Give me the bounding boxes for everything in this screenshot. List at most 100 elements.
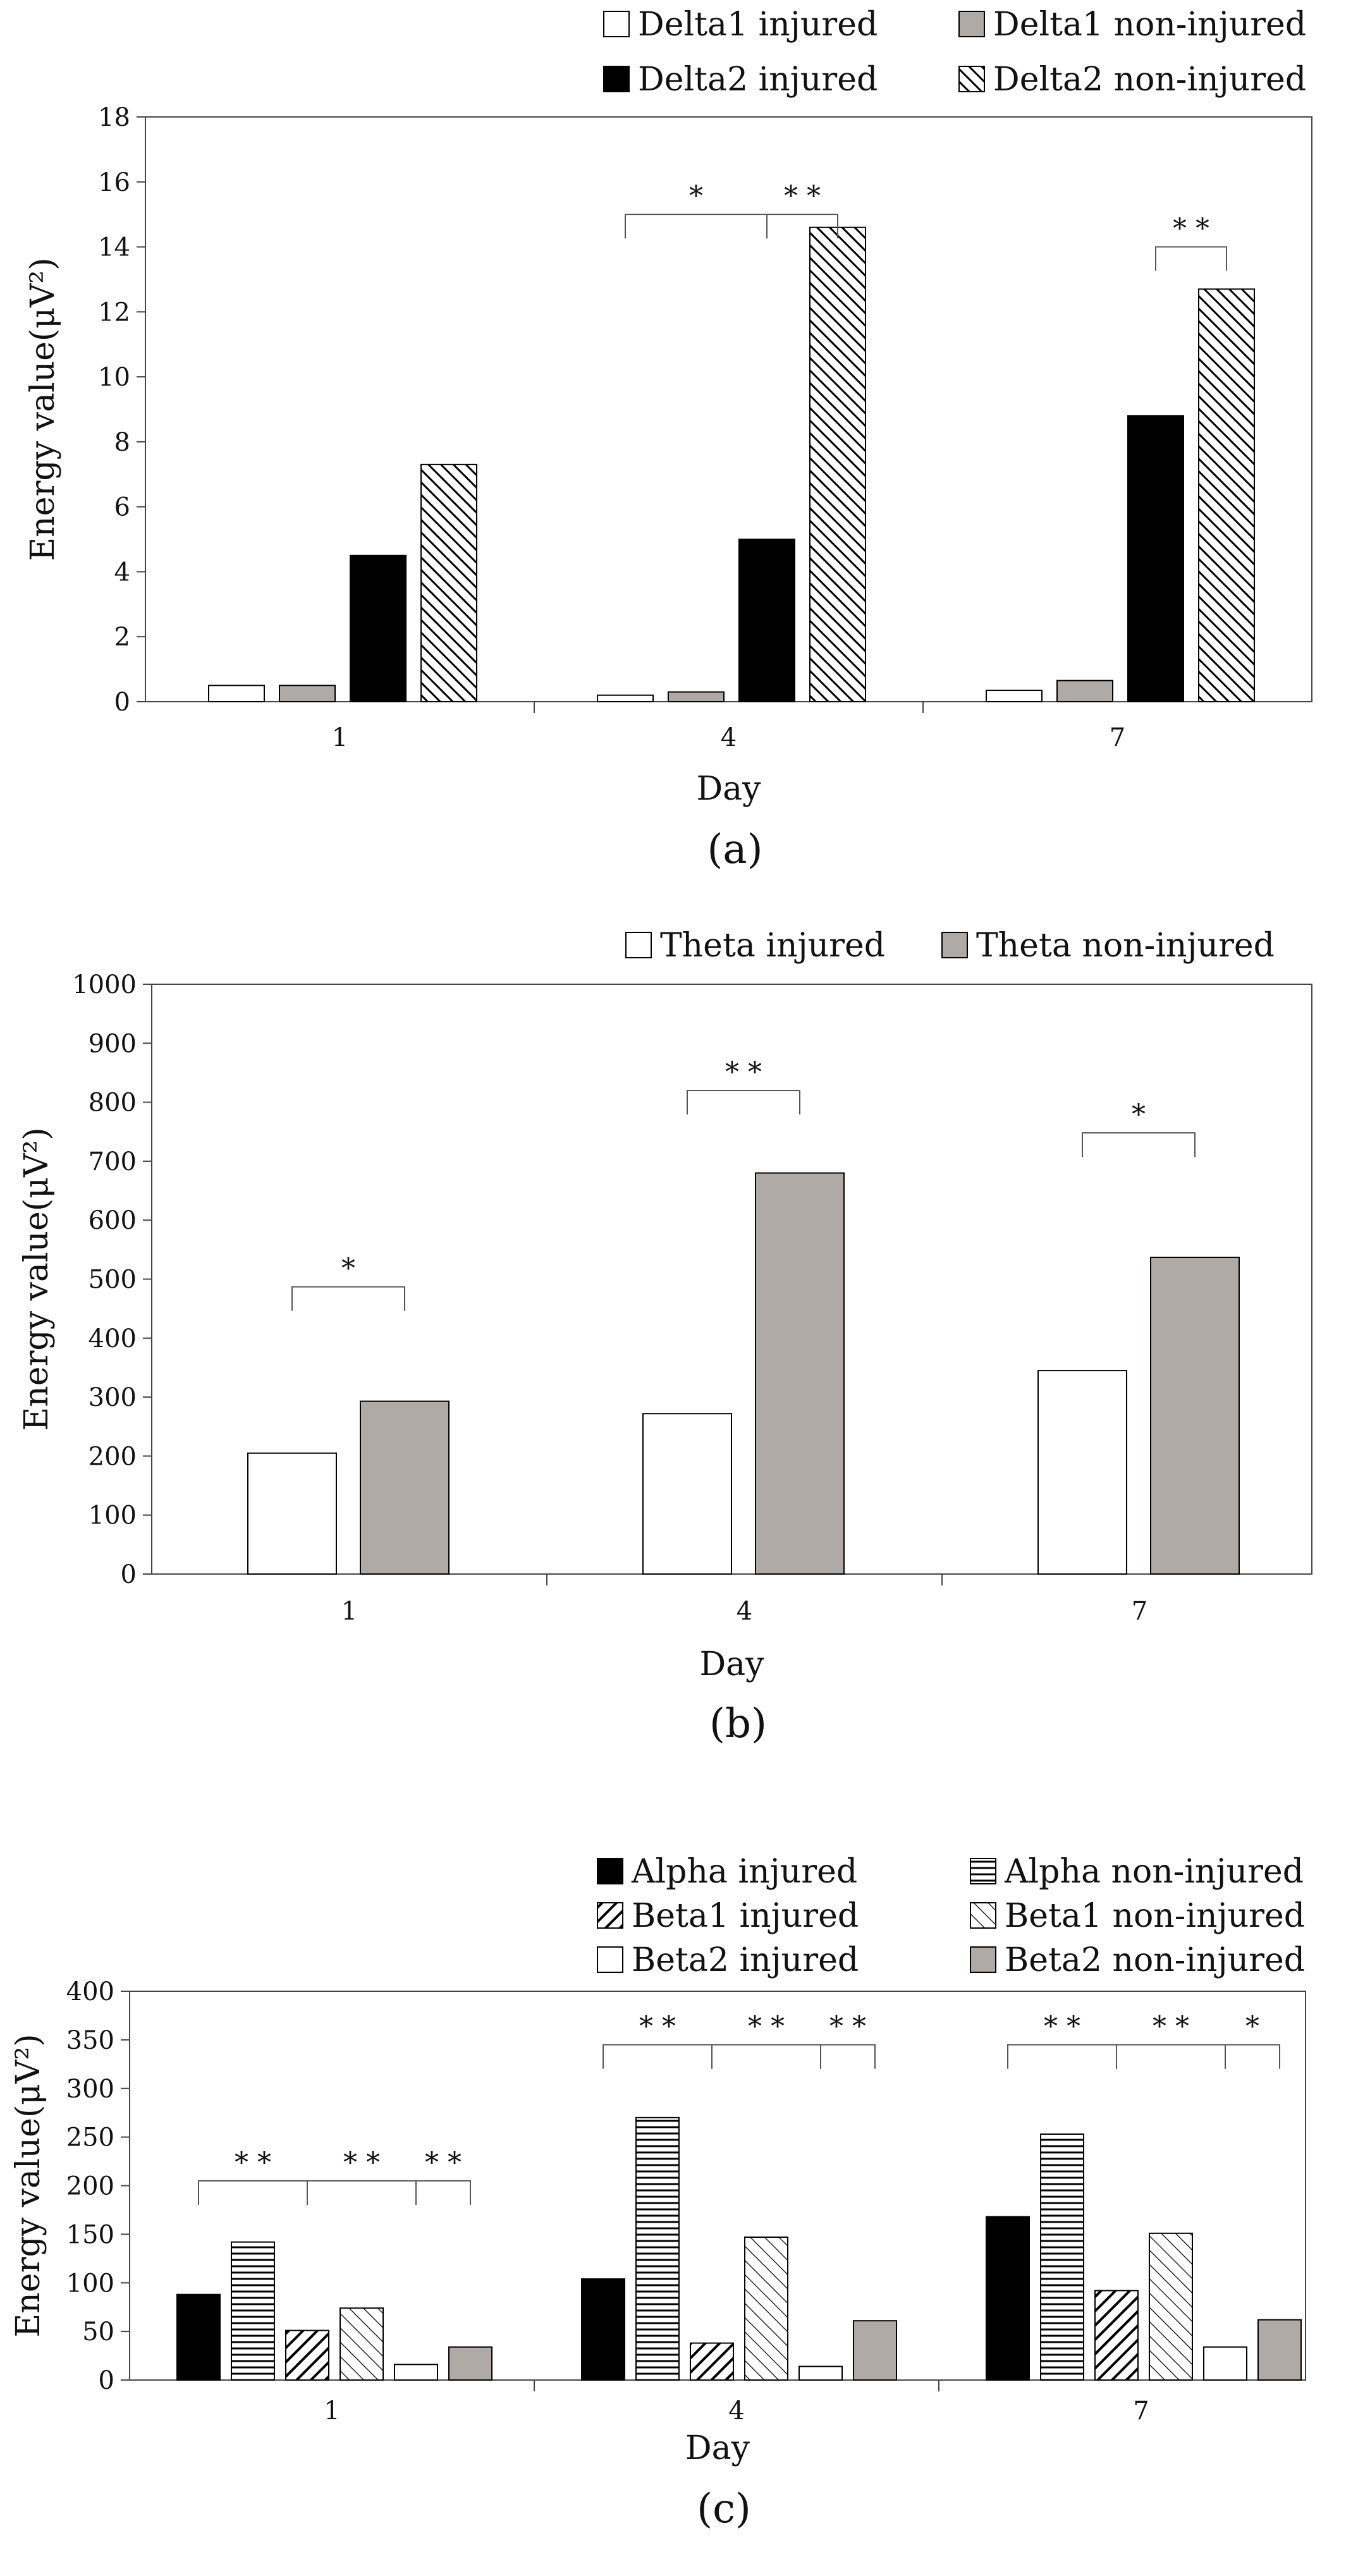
significance-bracket-c [307, 2180, 417, 2205]
y-axis-label-a: Energy value(μV²) [24, 257, 62, 561]
y-tick-label-c: 200 [66, 2172, 114, 2201]
bar-c-beta1-injured-day1 [285, 2329, 329, 2381]
y-tick-label-b: 300 [89, 1383, 137, 1412]
y-tick-label-a: 4 [114, 558, 130, 587]
y-tick-label-c: 400 [66, 1977, 114, 2006]
significance-bracket-c [711, 2044, 821, 2069]
bar-a-delta2-non-injured-day1 [420, 463, 477, 702]
y-tick-label-c: 100 [66, 2269, 114, 2298]
significance-label-c: * * [343, 2147, 380, 2179]
bar-b-theta-injured-day1 [247, 1452, 337, 1575]
y-tick-label-c: 250 [66, 2123, 114, 2152]
bar-c-alpha-non-injured-day7 [1040, 2133, 1084, 2381]
significance-label-b: * [341, 1253, 355, 1285]
panel-caption-a: (a) [707, 826, 762, 873]
bar-b-theta-injured-day7 [1037, 1370, 1127, 1575]
y-tick-label-c: 50 [82, 2317, 114, 2347]
y-tick-label-c: 150 [66, 2220, 114, 2249]
significance-label-c: * * [639, 2011, 676, 2043]
bar-a-delta1-non-injured-day1 [279, 685, 336, 702]
legend-swatch-c [970, 1946, 996, 1973]
bar-a-delta2-non-injured-day4 [809, 226, 866, 702]
legend-label-b: Theta injured [660, 927, 885, 965]
bar-c-alpha-injured-day1 [176, 2293, 221, 2381]
x-tick-label-a: 7 [1110, 723, 1125, 752]
y-tick-label-c: 0 [99, 2366, 114, 2395]
bar-c-beta1-injured-day7 [1094, 2290, 1139, 2381]
significance-bracket-c [415, 2180, 471, 2205]
y-tick-label-a: 8 [114, 428, 130, 457]
x-axis-label-a: Day [696, 770, 761, 808]
bar-c-alpha-injured-day4 [581, 2278, 625, 2381]
bar-c-beta2-non-injured-day7 [1257, 2319, 1302, 2381]
y-tick-label-b: 900 [89, 1029, 137, 1058]
bar-a-delta1-injured-day7 [986, 690, 1043, 703]
y-tick-label-c: 300 [66, 2075, 114, 2104]
bar-c-beta1-non-injured-day1 [340, 2307, 384, 2381]
bar-c-alpha-non-injured-day4 [635, 2116, 680, 2381]
significance-label-b: * * [725, 1056, 762, 1089]
significance-bracket-b [291, 1286, 405, 1311]
significance-bracket-c [198, 2180, 308, 2205]
bar-c-beta2-non-injured-day1 [448, 2346, 492, 2381]
legend-swatch-a [958, 11, 985, 37]
significance-bracket-a [1155, 246, 1227, 271]
legend-swatch-a [958, 66, 985, 92]
y-tick-label-b: 100 [89, 1501, 137, 1530]
x-tick-label-c: 1 [324, 2396, 340, 2426]
y-tick-label-b: 200 [89, 1442, 137, 1471]
bar-a-delta2-injured-day4 [738, 539, 795, 702]
significance-label-c: * * [235, 2147, 271, 2179]
bar-c-beta1-non-injured-day7 [1149, 2232, 1193, 2381]
legend-swatch-c [597, 1946, 623, 1973]
bar-c-beta1-non-injured-day4 [744, 2236, 788, 2381]
y-tick-label-a: 14 [98, 233, 130, 262]
y-tick-label-a: 12 [98, 298, 130, 327]
significance-label-c: * * [1044, 2011, 1080, 2043]
legend-swatch-a [603, 66, 630, 92]
y-tick-label-b: 500 [89, 1266, 137, 1295]
x-axis-label-b: Day [699, 1645, 764, 1683]
significance-label-c: * * [1153, 2011, 1189, 2043]
y-tick-label-a: 6 [114, 493, 130, 522]
bar-a-delta1-injured-day4 [597, 694, 654, 702]
y-tick-label-a: 2 [114, 623, 130, 652]
y-tick-label-a: 18 [98, 103, 130, 132]
y-tick-label-b: 800 [89, 1089, 137, 1118]
significance-label-c: * * [829, 2011, 866, 2043]
bar-c-beta2-non-injured-day4 [853, 2320, 897, 2381]
significance-label-a: * [689, 180, 703, 212]
y-tick-label-b: 700 [89, 1147, 137, 1176]
legend-label-c: Beta2 non-injured [1005, 1941, 1305, 1979]
x-tick-label-b: 7 [1132, 1597, 1147, 1626]
bar-a-delta2-non-injured-day7 [1198, 288, 1255, 703]
chart-panel-c: 0 50 100 150 200 250 300 350 400 1 4 7 * * * * * * * * *… [9, 1853, 1306, 2532]
bar-a-delta1-non-injured-day7 [1056, 680, 1113, 702]
legend-label-b: Theta non-injured [976, 927, 1275, 965]
bar-b-theta-non-injured-day1 [360, 1400, 450, 1575]
significance-bracket-c [820, 2044, 876, 2069]
significance-label-c: * [1245, 2011, 1259, 2043]
significance-bracket-c [1116, 2044, 1226, 2069]
legend-label-a: Delta2 injured [638, 61, 878, 99]
x-tick-label-c: 4 [728, 2396, 744, 2426]
legend-label-c: Beta1 injured [632, 1897, 859, 1935]
legend-swatch-c [597, 1902, 623, 1929]
legend-label-c: Alpha non-injured [1004, 1853, 1304, 1891]
bar-b-theta-injured-day4 [642, 1413, 732, 1575]
legend-swatch-c [970, 1902, 996, 1929]
plot-frame-a [145, 116, 1312, 702]
legend-swatch-c [597, 1858, 623, 1884]
bar-a-delta2-injured-day7 [1127, 415, 1184, 702]
bar-c-beta1-injured-day4 [690, 2342, 734, 2381]
significance-bracket-c [1007, 2044, 1117, 2069]
x-tick-label-a: 4 [721, 723, 737, 752]
significance-label-b: * [1132, 1099, 1146, 1131]
legend-swatch-b [941, 932, 968, 958]
bar-c-beta2-injured-day7 [1203, 2346, 1247, 2381]
x-tick-label-b: 1 [341, 1597, 357, 1626]
panel-caption-c: (c) [697, 2486, 751, 2532]
bar-c-alpha-injured-day7 [986, 2216, 1030, 2381]
